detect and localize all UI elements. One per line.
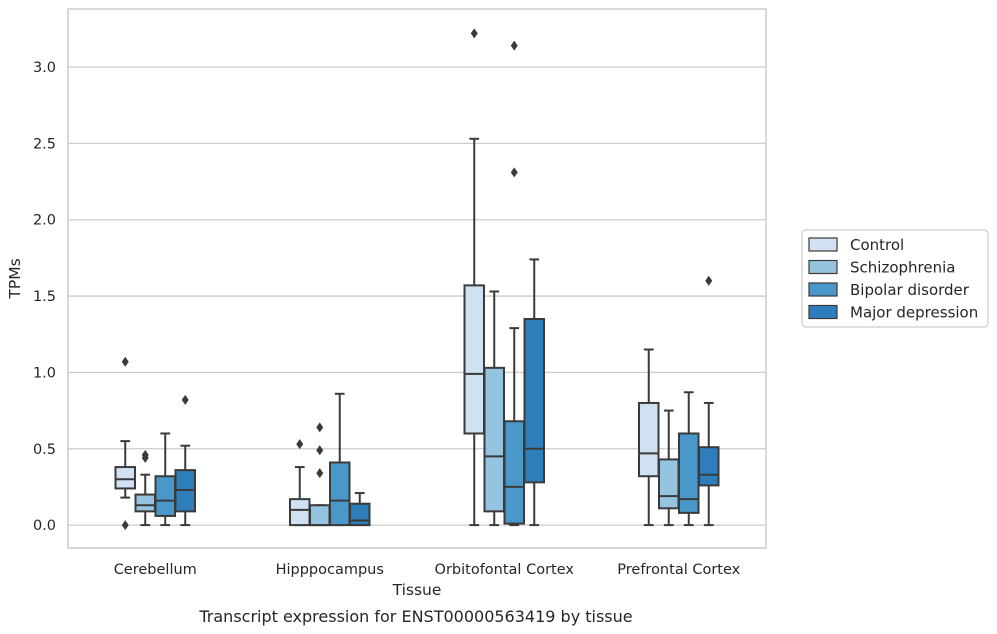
box-rect [154,475,176,517]
outlier-point [316,468,324,479]
box-bipolar-disorder [154,432,176,527]
box-major-depression [349,492,371,527]
outlier-point [510,167,518,178]
outlier-point [121,520,129,531]
box-rect [114,466,136,490]
box-schizophrenia [658,409,680,527]
box-bipolar-disorder [503,40,525,527]
y-tick-label: 1.0 [33,365,56,381]
x-tick-label: Cerebellum [114,562,197,578]
outlier-point [470,28,478,39]
box-rect [523,317,545,484]
y-tick-label: 3.0 [33,60,56,76]
box-rect [698,446,720,487]
y-grid-lines [68,66,766,526]
outlier-point [141,452,149,463]
x-tick-label: Prefrontal Cortex [617,562,740,578]
legend-label: Major depression [850,304,978,322]
box-rect [638,401,660,478]
box-rect [658,458,680,510]
box-rect [309,504,331,527]
y-tick-label: 1.5 [33,289,56,305]
box-bipolar-disorder [329,392,351,527]
box-rect [463,284,485,435]
outlier-point [181,394,189,405]
box-control [463,28,485,527]
box-rect [329,461,351,527]
y-tick-label: 2.0 [33,213,56,229]
box-rect [678,432,700,514]
chart-caption: Transcript expression for ENST0000056341… [198,607,632,626]
box-bipolar-disorder [678,391,700,527]
outlier-point [705,275,713,286]
legend-swatch [808,259,838,275]
legend-swatch [808,304,838,320]
box-control [114,356,136,531]
outlier-point [296,439,304,450]
box-schizophrenia [134,449,156,527]
box-control [289,439,311,527]
y-tick-label: 0.5 [33,442,56,458]
box-rect [503,420,525,525]
box-control [638,348,660,527]
outlier-point [316,445,324,456]
legend-swatch [808,237,838,252]
box-schizophrenia [309,422,331,527]
box-schizophrenia [483,290,505,527]
x-tick-label: Orbitofontal Cortex [435,562,575,578]
box-major-depression [698,275,720,527]
legend-label: Bipolar disorder [850,281,970,299]
box-rect [483,366,505,513]
legend-swatch [808,282,838,297]
box-series [114,28,720,531]
box-rect [349,502,371,527]
y-tick-label: 0.0 [33,518,56,534]
x-tick-labels: Cerebellum Hipppocampus Orbitofontal Corte… [114,562,741,578]
outlier-point [510,40,518,51]
box-rect [134,493,156,513]
outlier-point [316,422,324,433]
box-rect [289,498,311,527]
x-tick-label: Hipppocampus [276,562,384,578]
plot-frame [67,8,767,549]
box-major-depression [174,394,196,527]
outlier-point [121,356,129,367]
y-tick-label: 2.5 [33,136,56,152]
legend-label: Control [850,236,904,254]
box-major-depression [523,258,545,527]
legend: Control Schizophrenia Bipolar disorder Majo… [801,229,989,328]
y-axis-label: TPMs [6,258,24,299]
legend-frame [801,229,989,328]
legend-label: Schizophrenia [850,259,955,277]
x-axis-label: Tissue [392,581,442,599]
y-tick-labels: 0.0 0.5 1.0 1.5 2.0 2.5 3.0 [33,60,56,534]
